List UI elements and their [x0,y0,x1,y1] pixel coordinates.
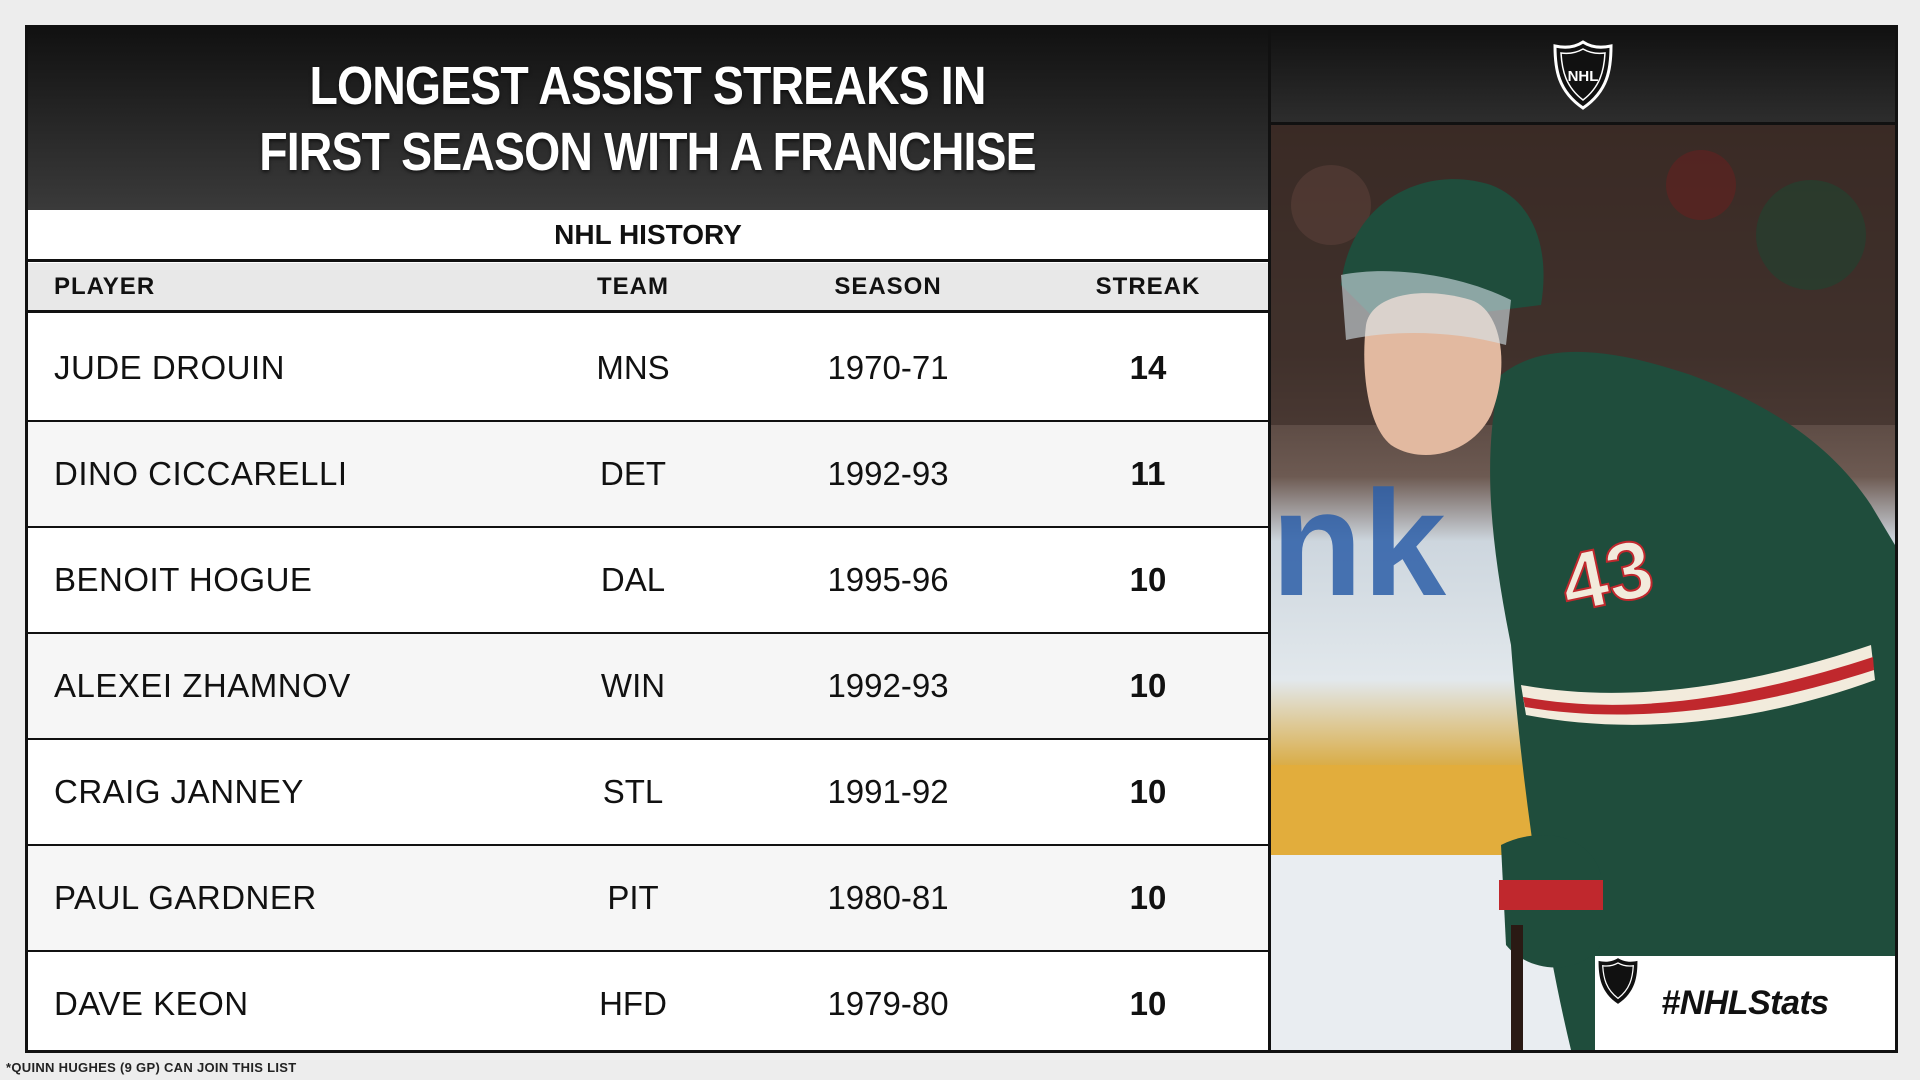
cell-player: PAUL GARDNER [54,879,317,916]
cell-player: ALEXEI ZHAMNOV [54,667,351,704]
cell-streak: 10 [1129,985,1167,1022]
title-line-1: LONGEST ASSIST STREAKS IN [309,56,987,116]
svg-text:nk: nk [1271,459,1447,627]
table-row: PAUL GARDNER PIT 1980-81 10 [28,846,1268,952]
logo-text: NHL [1568,68,1599,85]
graphic-frame: LONGEST ASSIST STREAKS IN FIRST SEASON W… [25,25,1898,1053]
cell-season: 1992-93 [827,455,949,492]
jersey-number: 43 [1553,522,1661,630]
cell-season: 1980-81 [827,879,949,916]
player-illustration: nk 43 [1271,125,1895,1050]
cell-team: MNS [596,349,670,386]
cell-team: PIT [607,879,659,916]
table-row: CRAIG JANNEY STL 1991-92 10 [28,740,1268,846]
table-row: ALEXEI ZHAMNOV WIN 1992-93 10 [28,634,1268,740]
cell-season: 1992-93 [827,667,949,704]
cell-streak: 10 [1129,773,1167,810]
cell-streak: 10 [1129,561,1167,598]
table-body: JUDE DROUIN MNS 1970-71 14 DINO CICCAREL… [28,316,1268,1056]
cell-team: STL [602,773,664,810]
column-header-team: TEAM [597,272,669,300]
cell-player: DAVE KEON [54,985,249,1022]
cell-team: HFD [599,985,667,1022]
table-row: JUDE DROUIN MNS 1970-71 14 [28,316,1268,422]
column-header-player: PLAYER [54,272,156,300]
cell-team: DAL [600,561,666,598]
cell-player: BENOIT HOGUE [54,561,313,598]
column-header-season: SEASON [834,272,942,300]
cell-season: 1991-92 [827,773,949,810]
footnote: *QUINN HUGHES (9 GP) CAN JOIN THIS LIST [6,1060,297,1075]
cell-player: DINO CICCARELLI [54,455,348,492]
title-line-2: FIRST SEASON WITH A FRANCHISE [259,122,1037,182]
table-header: PLAYER TEAM SEASON STREAK [28,263,1268,313]
nhl-shield-icon: NHL [1553,40,1613,110]
table-row: BENOIT HOGUE DAL 1995-96 10 [28,528,1268,634]
player-photo: nk 43 [1271,125,1895,1050]
cell-team: DET [600,455,666,492]
column-header-streak: STREAK [1095,272,1201,300]
hashtag-text: #NHLStats [1661,983,1829,1022]
page-title: LONGEST ASSIST STREAKS IN FIRST SEASON W… [260,53,1037,185]
logo-bar: NHL [1271,28,1895,125]
cell-season: 1970-71 [827,349,949,386]
subtitle: NHL HISTORY [28,210,1268,262]
title-banner: LONGEST ASSIST STREAKS IN FIRST SEASON W… [28,28,1268,210]
cell-season: 1979-80 [827,985,949,1022]
hashtag-badge: #NHLStats [1595,956,1895,1050]
cell-streak: 10 [1129,667,1167,704]
cell-team: WIN [600,667,666,704]
cell-streak: 10 [1129,879,1167,916]
cell-streak: 11 [1130,455,1166,492]
cell-player: JUDE DROUIN [54,349,286,386]
cell-streak: 14 [1129,349,1167,386]
nhl-shield-icon [1598,958,1638,1004]
cell-player: CRAIG JANNEY [54,773,304,810]
table-row: DAVE KEON HFD 1979-80 10 [28,952,1268,1056]
panel-divider [1268,28,1271,1050]
table-row: DINO CICCARELLI DET 1992-93 11 [28,422,1268,528]
cell-season: 1995-96 [827,561,949,598]
